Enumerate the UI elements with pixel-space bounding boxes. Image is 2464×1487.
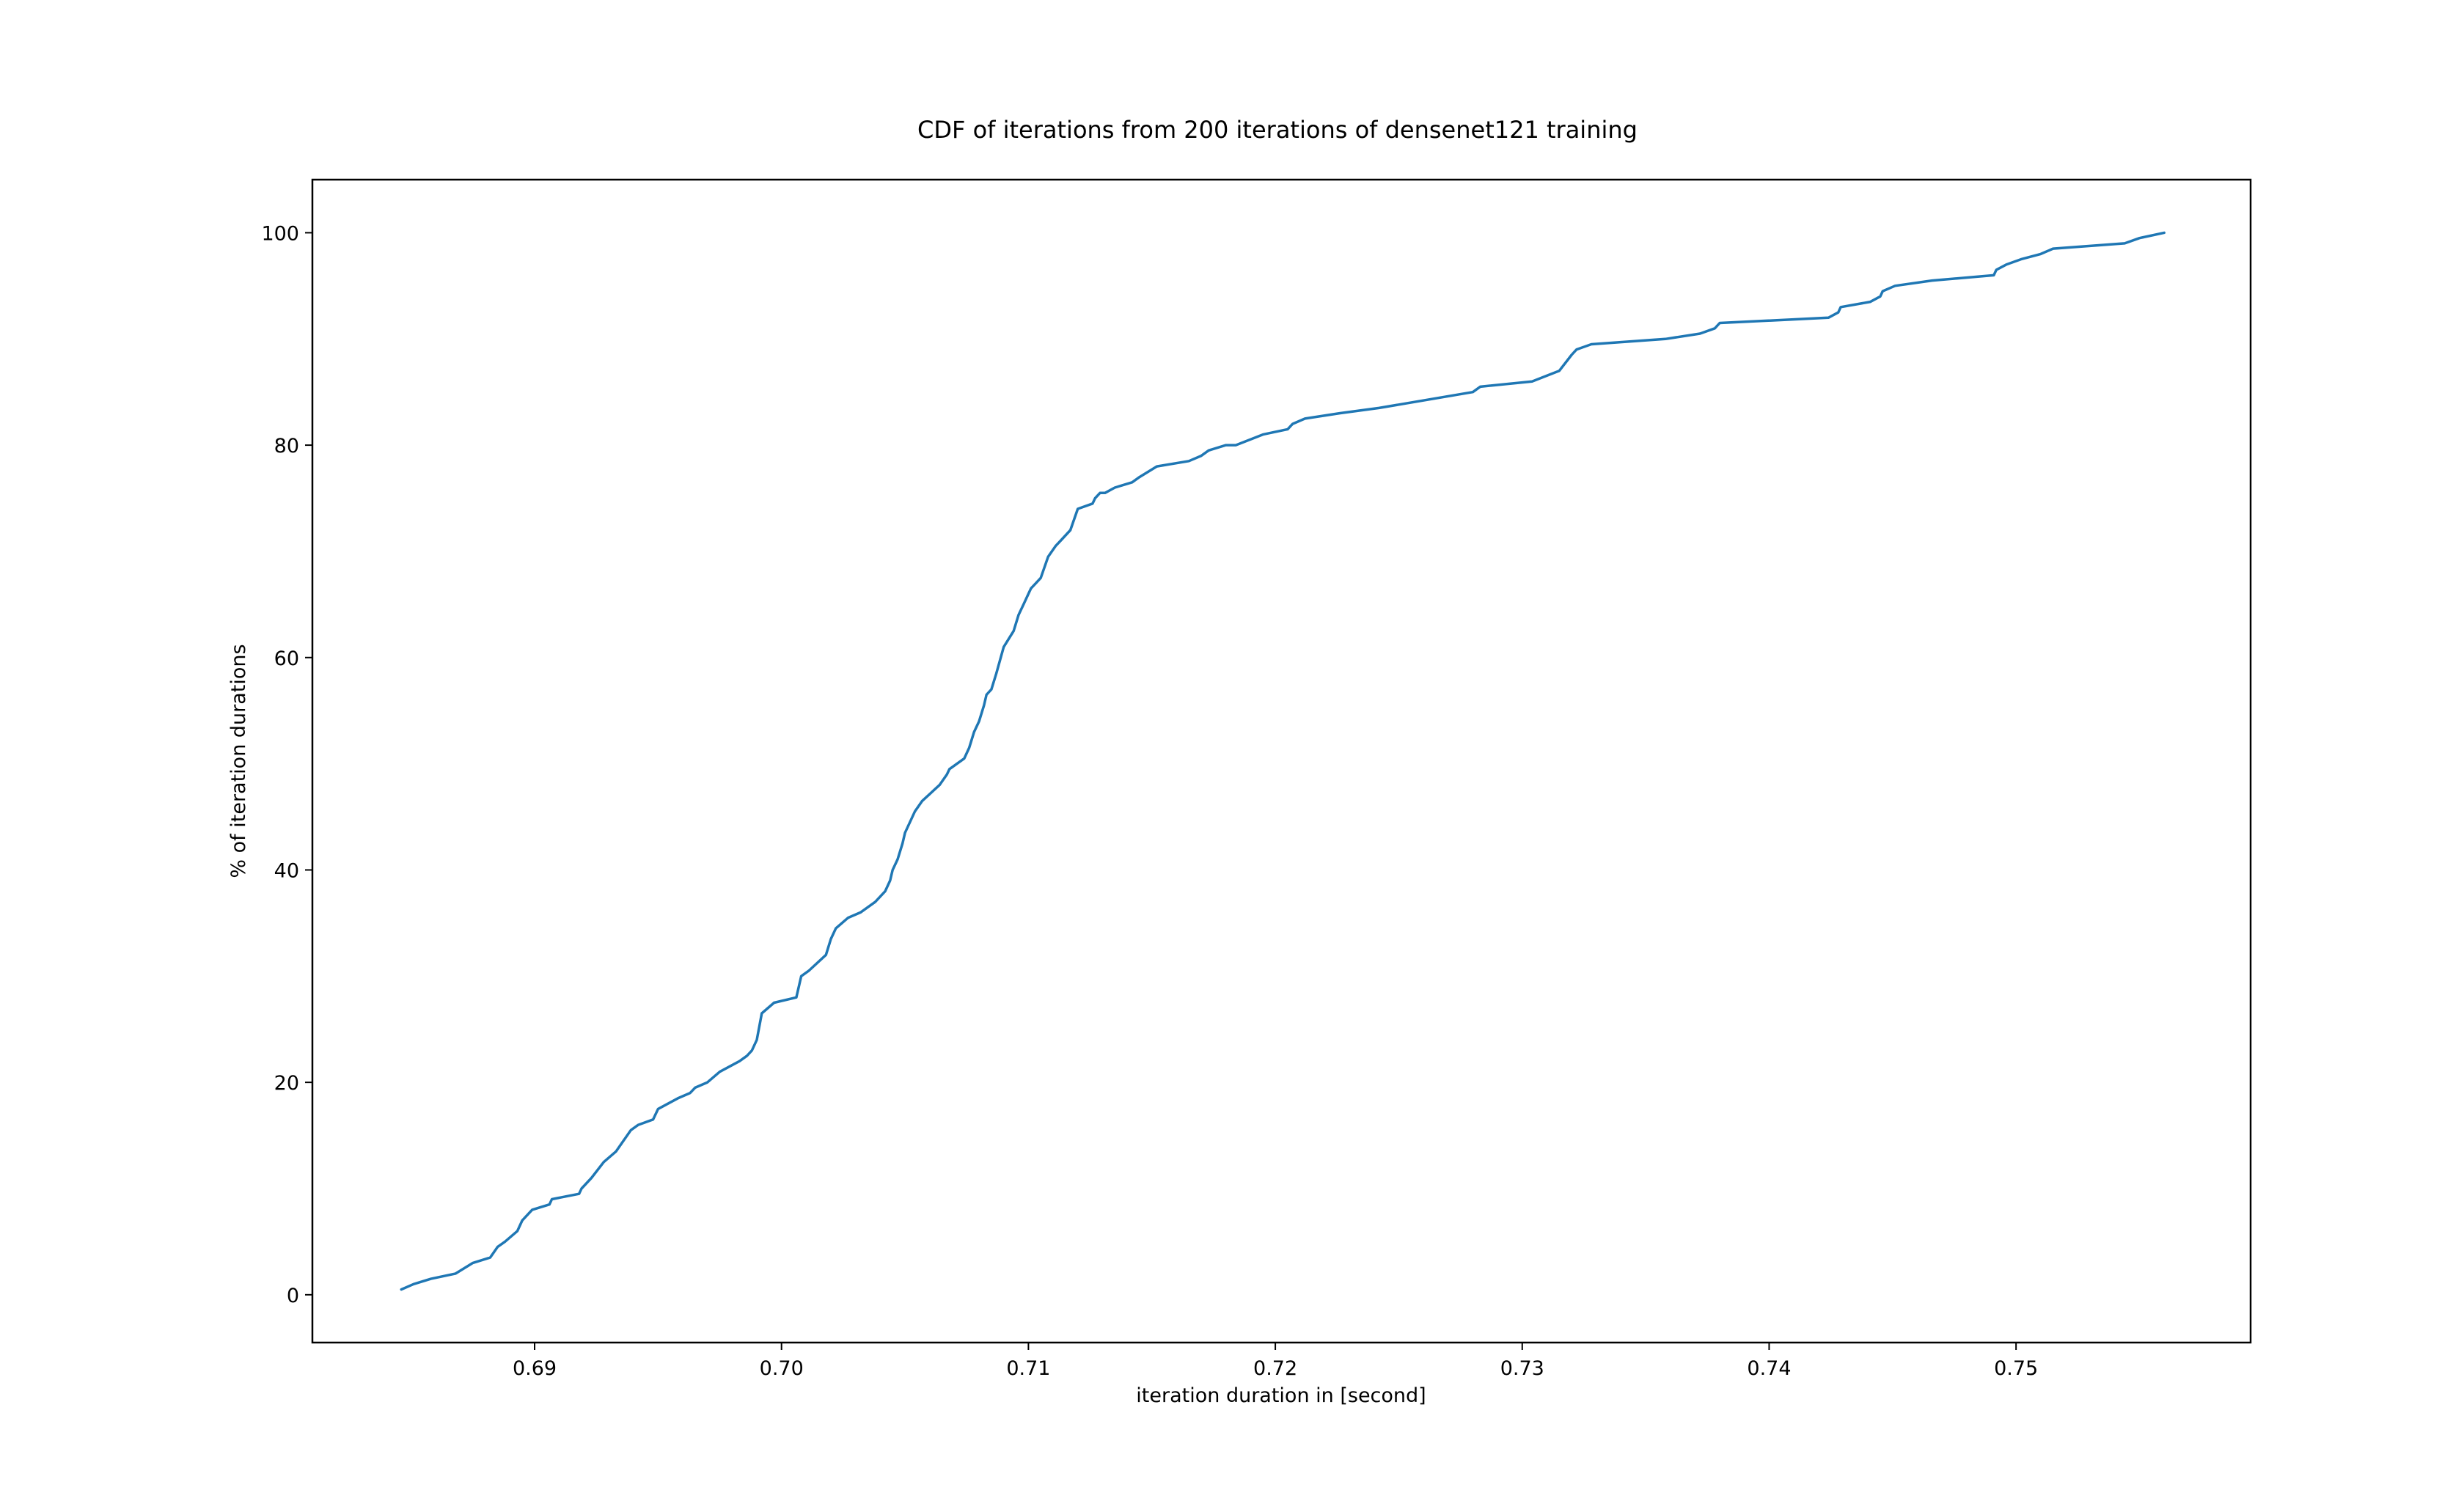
y-axis-label: % of iteration durations [227,644,250,878]
y-tick-label: 0 [287,1285,299,1307]
plot-area [400,231,2166,1291]
x-tick-label: 0.72 [1253,1357,1297,1380]
y-tick-label: 20 [274,1072,299,1095]
x-tick-label: 0.70 [760,1357,804,1380]
x-tick-label: 0.69 [513,1357,557,1380]
plot-frame [311,178,2252,1344]
y-tick-label: 80 [274,435,299,458]
cdf-series-line [400,231,2166,1291]
x-tick-label: 0.73 [1500,1357,1544,1380]
x-axis-label: iteration duration in [second] [1136,1384,1426,1407]
chart-title: CDF of iterations from 200 iterations of… [917,116,1638,144]
x-axis: 0.69 0.70 0.71 0.72 0.73 0.74 0.75 [513,1343,2038,1380]
y-tick-label: 100 [261,222,299,245]
x-tick-label: 0.71 [1006,1357,1050,1380]
x-tick-label: 0.74 [1747,1357,1791,1380]
y-tick-label: 40 [274,859,299,882]
x-tick-label: 0.75 [1994,1357,2038,1380]
y-axis: 0 20 40 60 80 100 [261,222,312,1307]
y-tick-label: 60 [274,647,299,670]
